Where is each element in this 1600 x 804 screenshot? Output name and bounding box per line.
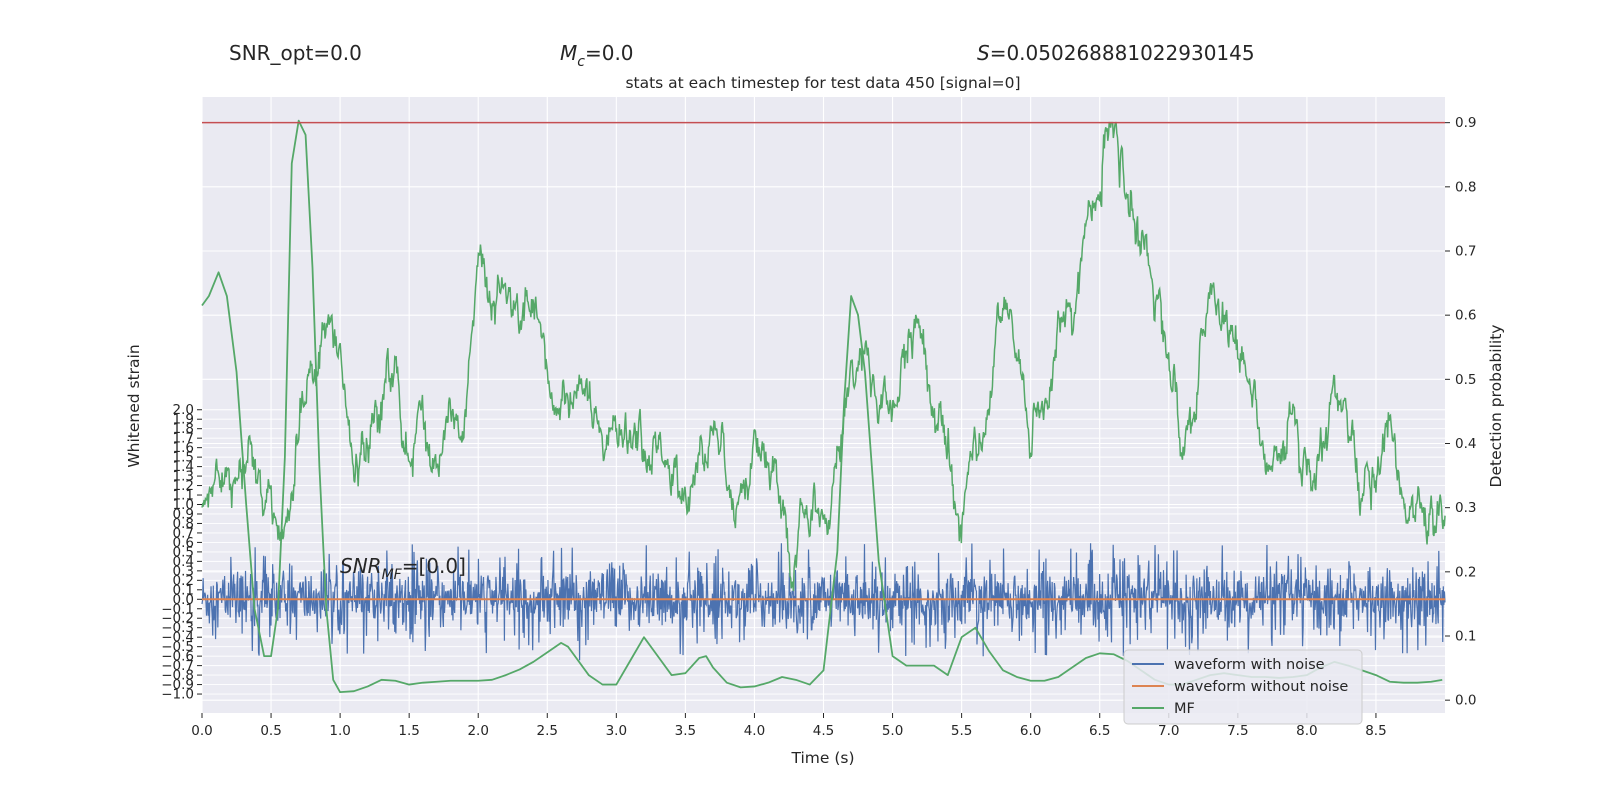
y-left-tick-label: −1.0 [161,687,194,703]
s-symbol: S [977,41,990,65]
y-left-tick-label: 1.9 [173,412,194,428]
chirp-mass-symbol: M [560,41,577,65]
y-left-tick-label: −0.8 [161,668,194,684]
y-right-tick-label: 0.5 [1455,372,1476,388]
series-detection-probability [201,121,1446,592]
y-left-tick-label: 0.7 [173,525,194,541]
y-left-tick-label: 1.2 [173,478,194,494]
y-right-tick-label: 0.8 [1455,179,1476,195]
x-tick-label: 0.5 [260,723,281,739]
x-tick-label: 8.0 [1296,723,1317,739]
y-left-tick-label: −0.7 [161,658,194,674]
y-right-tick-label: 0.1 [1455,629,1476,645]
y-left-tick-label: 0.6 [173,535,194,551]
y-left-tick-label: 1.0 [173,497,194,513]
y-right-tick-label: 0.3 [1455,500,1476,516]
y-left-tick-label: −0.1 [161,601,194,617]
y-left-tick-label: 2.0 [173,402,194,418]
y-right-tick-label: 0.7 [1455,244,1476,260]
x-tick-label: 7.0 [1158,723,1179,739]
y-left-tick-label: 0.3 [173,563,194,579]
x-tick-label: 7.5 [1227,723,1248,739]
s-stat: S=0.050268881022930145 [977,41,1255,65]
x-tick-label: 4.5 [813,723,834,739]
y-left-tick-label: 1.6 [173,440,194,456]
y-left-tick-label: 0.5 [173,544,194,560]
y-right-tick-label: 0.4 [1455,436,1476,452]
y-left-tick-label: −0.6 [161,649,194,665]
chirp-mass-subscript: c [577,54,585,70]
x-tick-label: 2.5 [537,723,558,739]
s-value: =0.050268881022930145 [990,41,1255,65]
y-right-tick-label: 0.2 [1455,564,1476,580]
y-left-tick-label: −0.4 [161,630,194,646]
snr-mf-subscript: MF [382,567,403,583]
x-tick-label: 6.5 [1089,723,1110,739]
chirp-mass-value: =0.0 [585,41,634,65]
snr-mf-value: =[0.0] [402,554,466,578]
x-tick-label: 5.0 [882,723,903,739]
x-tick-label: 5.5 [951,723,972,739]
y-left-tick-label: 0.9 [173,506,194,522]
chirp-mass-stat: Mc=0.0 [560,41,634,70]
y-left-tick-label: −0.2 [161,611,194,627]
x-tick-label: 3.0 [606,723,627,739]
legend: waveform with noise waveform without noi… [1123,649,1363,725]
x-tick-label: 8.5 [1365,723,1386,739]
y-left-tick-label: 1.4 [173,459,194,475]
y-left-tick-label: 0.4 [173,554,194,570]
x-tick-label: 2.0 [467,723,488,739]
y-left-tick-label: 1.1 [173,488,194,504]
snr-opt-stat: SNR_opt=0.0 [229,41,362,65]
y-left-tick-label: −0.3 [161,620,194,636]
y-left-tick-label: 1.5 [173,450,194,466]
ticks-layer: 0.0 0.5 1.0 1.5 2.0 2.5 3.0 3.5 4.0 4.5 5.0 5.5 6.0 6… [161,115,1476,739]
x-tick-label: 1.5 [398,723,419,739]
y-right-tick-label: 0.9 [1455,115,1476,131]
x-axis-label: Time (s) [790,749,854,767]
legend-box [1123,649,1363,725]
y-axis-label-right: Detection probability [1487,325,1505,488]
x-tick-label: 0.0 [191,723,212,739]
x-tick-label: 1.0 [329,723,350,739]
chart-title: stats at each timestep for test data 450… [625,74,1020,92]
y-axis-label-left: Whitened strain [125,344,143,467]
x-tick-label: 3.5 [675,723,696,739]
y-left-tick-label: 1.7 [173,431,194,447]
snr-mf-annotation: SNRMF=[0.0] [340,554,466,583]
snr-mf-base: SNR [340,554,382,578]
x-tick-label: 4.0 [744,723,765,739]
y-left-tick-label: 1.8 [173,421,194,437]
y-right-tick-label: 0.0 [1455,693,1476,709]
y-left-tick-label: 0.2 [173,573,194,589]
series-layer [201,119,1446,694]
y-left-tick-label: 0.0 [173,592,194,608]
legend-label-clean: waveform without noise [1174,679,1348,695]
legend-label-mf: MF [1174,701,1195,717]
y-right-tick-label: 0.6 [1455,308,1476,324]
y-left-tick-label: 1.3 [173,469,194,485]
x-tick-label: 6.0 [1020,723,1041,739]
legend-label-noisy: waveform with noise [1174,657,1325,673]
y-left-tick-label: −0.9 [161,677,194,693]
y-left-tick-label: 0.1 [173,582,194,598]
y-left-tick-label: 0.8 [173,516,194,532]
series-waveform-with-noise [201,543,1446,661]
y-left-tick-label: −0.5 [161,639,194,655]
